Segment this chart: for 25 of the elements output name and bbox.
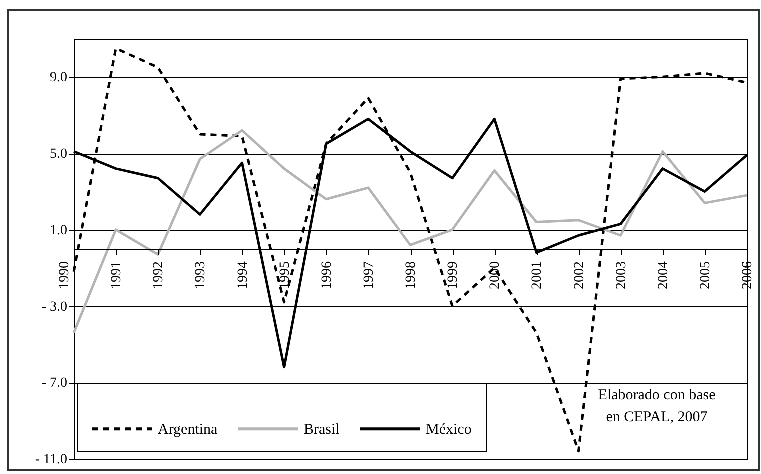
x-tick-label: 1997 (362, 262, 377, 290)
x-tick-label: 1990 (58, 262, 72, 290)
legend-label: México (426, 422, 472, 438)
legend-label: Brasil (304, 422, 340, 438)
y-tick-label: 9.0 (50, 70, 68, 86)
x-tick-label: 2004 (656, 262, 672, 290)
legend-label: Argentina (158, 422, 218, 438)
x-tick-label: 1999 (446, 262, 462, 290)
x-tick-label: 2003 (614, 262, 630, 290)
y-tick-label: 5.0 (50, 147, 68, 162)
x-tick-label: 1998 (404, 262, 419, 290)
x-tick-label: 1991 (110, 262, 125, 290)
y-tick-label: - 7.0 (42, 376, 68, 392)
y-tick-label: - 3.0 (42, 300, 68, 315)
x-tick-label: 1995 (278, 262, 293, 290)
x-tick-label: 2001 (530, 262, 546, 290)
x-tick-label: 1994 (236, 262, 251, 290)
x-tick-label: 1993 (194, 262, 209, 290)
x-tick-label: 1992 (152, 262, 167, 290)
x-tick-label: 2002 (572, 262, 588, 290)
x-tick-label: 1996 (320, 262, 335, 290)
y-tick-label: 1.0 (50, 223, 68, 238)
x-tick-label: 2005 (698, 262, 714, 290)
annotation: Elaborado con base en CEPAL, 2007 (598, 388, 716, 426)
y-tick-label: - 11.0 (35, 452, 68, 468)
